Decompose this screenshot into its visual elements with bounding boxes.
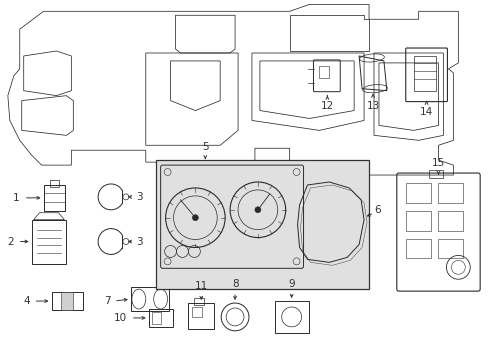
Circle shape [254, 207, 260, 213]
Text: 2: 2 [7, 237, 14, 247]
Text: 14: 14 [419, 107, 432, 117]
Text: 3: 3 [136, 237, 142, 247]
Bar [43, 185, 65, 211]
Bar [192, 307, 202, 317]
Bar [51, 292, 83, 310]
Bar [405, 183, 429, 203]
Text: 1: 1 [13, 193, 20, 203]
Text: 11: 11 [194, 281, 207, 291]
Bar [427, 170, 443, 178]
Text: 12: 12 [320, 100, 333, 111]
Bar [148, 309, 172, 327]
Bar [438, 239, 462, 258]
Text: 3: 3 [136, 192, 142, 202]
Text: 4: 4 [23, 296, 30, 306]
Bar [49, 180, 60, 187]
Bar [151, 312, 161, 324]
Text: 8: 8 [231, 279, 238, 289]
Text: 6: 6 [373, 205, 380, 215]
Bar [319, 66, 328, 78]
Bar [438, 183, 462, 203]
Bar [405, 211, 429, 231]
Bar [131, 287, 168, 311]
Bar [155, 160, 368, 289]
Bar [405, 239, 429, 258]
Text: 5: 5 [202, 142, 208, 152]
Bar [61, 292, 73, 310]
Text: 10: 10 [114, 313, 127, 323]
Bar [194, 298, 204, 305]
Text: 15: 15 [431, 158, 444, 168]
Text: 7: 7 [104, 296, 111, 306]
Circle shape [192, 215, 198, 221]
Bar [438, 211, 462, 231]
Text: 13: 13 [366, 100, 379, 111]
Text: 9: 9 [288, 279, 294, 289]
Bar [188, 303, 214, 329]
Bar [413, 56, 435, 91]
Bar [32, 220, 66, 264]
Bar [274, 301, 308, 333]
